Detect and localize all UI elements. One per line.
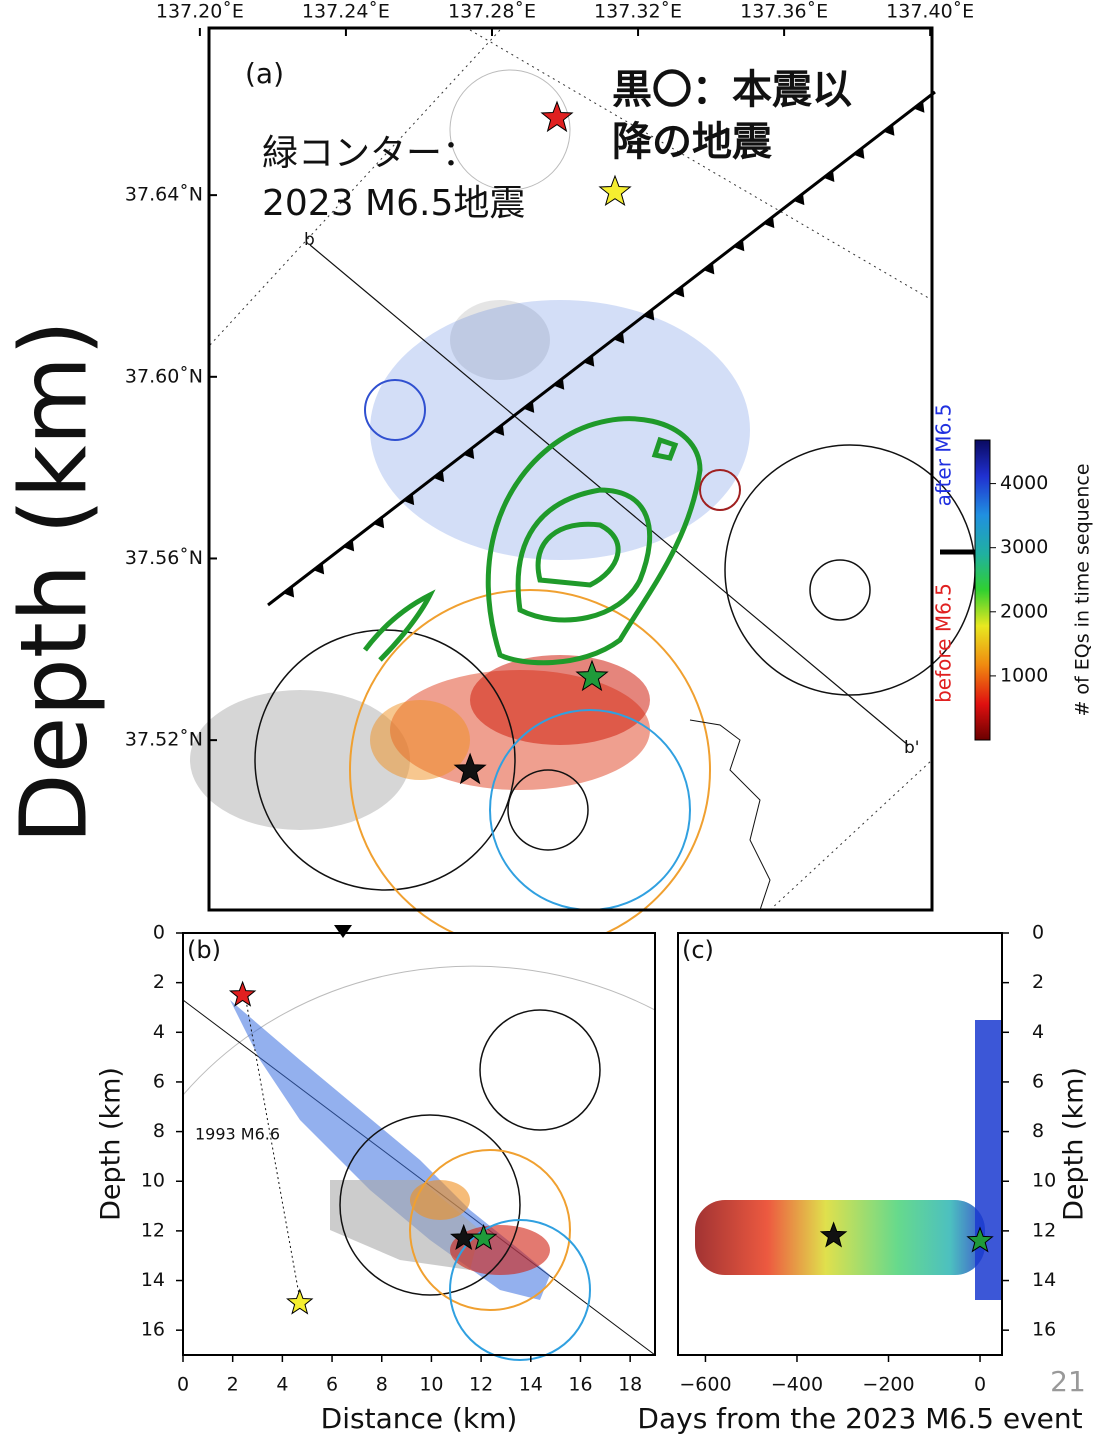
- page: {"slide": {"left_label": "Depth (km)", "…: [0, 0, 1099, 1440]
- x-tick-label: 2: [227, 1374, 239, 1396]
- x-tick-label: 137.36˚E: [740, 1, 828, 23]
- y-tick-label: 37.64˚N: [125, 184, 203, 206]
- colorbar: [975, 440, 990, 740]
- colorbar-tick-label: 3000: [1000, 536, 1048, 558]
- time-background: [678, 933, 1002, 1355]
- y-tick-label: 37.60˚N: [125, 365, 203, 387]
- y-tick-label: 6: [1032, 1070, 1044, 1092]
- y-tick-label: 4: [1032, 1021, 1044, 1043]
- colorbar-tick-label: 1000: [1000, 664, 1048, 686]
- colorbar-label: # of EQs in time sequence: [1072, 463, 1094, 716]
- after-label: after M6.5: [932, 404, 956, 507]
- y-tick-label: 12: [141, 1219, 165, 1241]
- x-tick-label: 137.32˚E: [594, 1, 682, 23]
- x-tick-label: 137.40˚E: [886, 1, 974, 23]
- x-tick-label: 10: [419, 1374, 443, 1396]
- profile-end: b': [904, 738, 919, 758]
- figure: Depth (km) 21: [0, 0, 1099, 1440]
- y-axis-title: Depth (km): [1059, 1067, 1090, 1221]
- x-tick-label: 137.24˚E: [302, 1, 390, 23]
- x-tick-label: 16: [568, 1374, 592, 1396]
- y-tick-label: 8: [1032, 1120, 1044, 1142]
- page-number: 21: [1050, 1365, 1086, 1398]
- colorbar-tick-label: 2000: [1000, 600, 1048, 622]
- y-tick-label: 0: [153, 922, 165, 944]
- y-tick-label: 2: [153, 971, 165, 993]
- y-tick-label: 37.56˚N: [125, 547, 203, 569]
- x-tick-label: 12: [469, 1374, 493, 1396]
- colorbar-tick-label: 4000: [1000, 472, 1048, 494]
- panel-label: (c): [682, 936, 714, 964]
- before-label: before M6.5: [932, 583, 956, 703]
- x-tick-label: 137.28˚E: [448, 1, 536, 23]
- slide: Depth (km) 21: [0, 0, 1099, 1440]
- y-tick-label: 14: [141, 1269, 165, 1291]
- contour-note: 2023 M6.5地震: [262, 183, 525, 224]
- panel-label: (b): [187, 936, 221, 964]
- annotation: 1993 M6.6: [195, 1125, 280, 1144]
- x-tick-label: 0: [974, 1374, 986, 1396]
- profile-background: [183, 933, 655, 1360]
- x-tick-label: −400: [771, 1374, 823, 1396]
- x-tick-label: 8: [376, 1374, 388, 1396]
- x-axis-title: Distance (km): [321, 1402, 518, 1435]
- x-tick-label: 18: [618, 1374, 642, 1396]
- mainshock-note: 降の地震: [612, 119, 772, 165]
- slide-left-label: Depth (km): [0, 320, 107, 844]
- y-tick-label: 2: [1032, 971, 1044, 993]
- x-tick-label: 0: [177, 1374, 189, 1396]
- y-tick-label: 0: [1032, 922, 1044, 944]
- x-tick-label: 6: [326, 1374, 338, 1396]
- x-axis-title: Days from the 2023 M6.5 event: [637, 1402, 1082, 1435]
- x-tick-label: 4: [276, 1374, 288, 1396]
- y-tick-label: 10: [141, 1170, 165, 1192]
- panel-label: (a): [245, 57, 284, 90]
- y-tick-label: 10: [1032, 1170, 1056, 1192]
- y-tick-label: 37.52˚N: [125, 729, 203, 751]
- y-tick-label: 16: [141, 1319, 165, 1341]
- mainshock-note: 黒〇：本震以: [612, 67, 852, 113]
- y-tick-label: 14: [1032, 1269, 1056, 1291]
- x-tick-label: −200: [862, 1374, 914, 1396]
- y-tick-label: 8: [153, 1120, 165, 1142]
- y-tick-label: 6: [153, 1070, 165, 1092]
- x-tick-label: 14: [519, 1374, 543, 1396]
- contour-note: 緑コンター：: [262, 133, 478, 174]
- y-tick-label: 16: [1032, 1319, 1056, 1341]
- y-tick-label: 12: [1032, 1219, 1056, 1241]
- x-tick-label: 137.20˚E: [156, 1, 244, 23]
- profile-start: b: [304, 230, 315, 250]
- y-axis-title: Depth (km): [96, 1067, 127, 1221]
- y-tick-label: 4: [153, 1021, 165, 1043]
- x-tick-label: −600: [679, 1374, 731, 1396]
